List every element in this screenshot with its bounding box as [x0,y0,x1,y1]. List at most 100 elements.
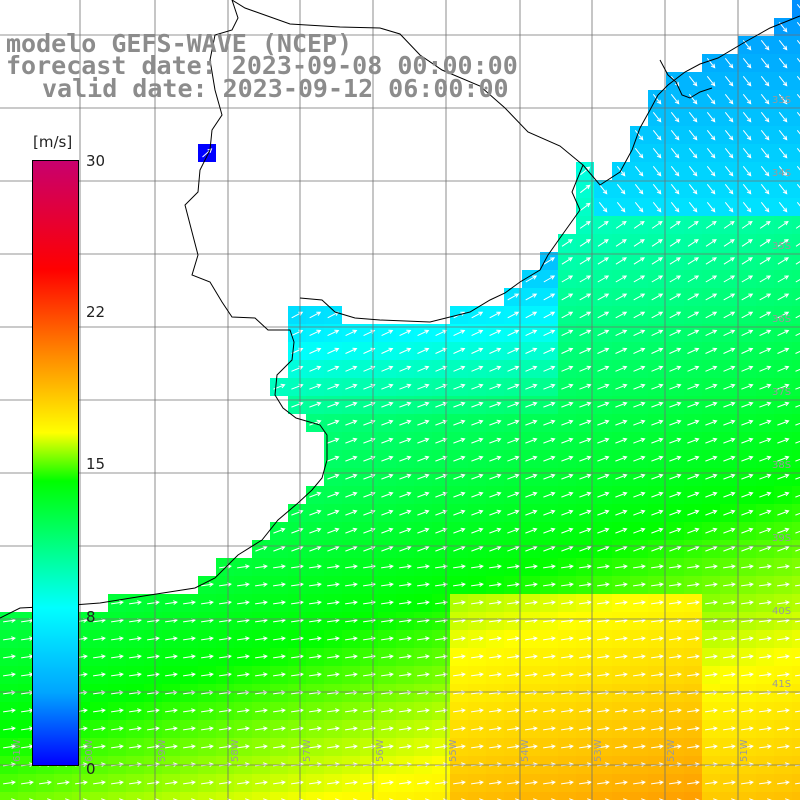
wind-arrow [651,455,664,462]
wind-arrow [543,545,556,552]
wind-arrow [651,564,664,569]
wind-arrow [309,311,322,319]
wind-arrow [147,600,160,605]
wind-speed-cell [144,792,162,800]
wind-arrow [597,329,610,337]
wind-arrow [615,257,628,265]
wind-arrow [633,257,646,265]
wind-arrow [597,564,610,569]
wind-arrow [741,582,754,587]
wind-arrow [687,455,700,462]
wind-arrow [309,491,322,498]
wind-arrow [345,491,358,498]
wind-arrow [760,39,770,51]
wind-speed-cell [792,432,800,450]
wind-arrow [688,75,698,87]
wind-arrow [201,636,214,641]
wind-arrow [507,329,520,337]
wind-arrow [147,672,160,677]
wind-arrow [687,473,700,480]
wind-arrow [453,383,466,390]
lat-label: 36S [772,314,791,325]
wind-arrow [615,582,628,587]
wind-arrow [435,365,448,372]
wind-arrow [453,329,466,337]
wind-arrow [381,347,394,354]
wind-arrow [417,527,430,534]
wind-arrow [687,239,699,247]
wind-arrow [579,383,592,390]
wind-arrow [93,654,106,659]
wind-arrow [651,401,664,408]
wind-arrow [724,201,734,213]
wind-arrow [615,600,628,605]
wind-arrow [777,419,790,426]
lon-label: 56W [375,739,386,762]
wind-arrow [291,708,304,713]
wind-speed-cell [792,234,800,252]
wind-arrow [327,636,340,641]
wind-arrow [615,473,628,480]
wind-speed-cell [342,792,360,800]
wind-arrow [309,383,322,390]
wind-arrow [759,708,772,713]
wind-arrow [381,419,394,426]
wind-arrow [760,75,770,87]
wind-arrow [579,239,591,247]
wind-arrow [669,672,682,677]
wind-arrow [687,708,700,713]
wind-arrow [525,401,538,408]
wind-arrow [597,491,610,498]
wind-arrow [111,654,124,659]
wind-arrow [489,491,502,498]
wind-speed-cell [792,342,800,360]
wind-arrow [652,129,662,141]
wind-arrow [525,654,538,659]
wind-arrow [471,383,484,390]
wind-arrow [580,166,591,176]
wind-arrow [399,383,412,390]
wind-arrow [705,509,718,516]
wind-speed-cell [54,792,72,800]
wind-arrow [201,600,214,605]
wind-arrow [759,239,771,247]
wind-arrow [759,726,772,731]
wind-arrow [417,582,430,587]
wind-arrow [399,527,412,534]
wind-arrow [777,275,790,283]
wind-arrow [597,365,610,372]
wind-arrow [399,473,412,480]
wind-arrow [417,491,430,498]
wind-arrow [381,672,394,677]
wind-arrow [345,636,358,641]
wind-arrow [759,401,772,408]
wind-arrow [724,165,734,177]
wind-arrow [489,383,502,390]
wind-arrow [597,672,610,677]
wind-speed-cell [90,792,108,800]
wind-arrow [255,545,268,552]
wind-arrow [543,582,556,587]
wind-arrow [201,654,214,659]
wind-arrow [615,437,628,444]
wind-speed-cell [126,792,144,800]
wind-arrow [669,419,682,426]
wind-arrow [111,636,124,641]
wind-arrow [345,726,358,731]
wind-arrow [111,744,124,749]
wind-arrow [759,509,772,516]
wind-arrow [634,129,644,141]
wind-arrow [597,401,610,408]
wind-arrow [670,129,680,141]
wind-arrow [597,275,610,283]
wind-arrow [507,509,520,516]
wind-arrow [724,57,734,69]
wind-speed-cell [216,792,234,800]
wind-arrow [489,311,502,319]
wind-arrow [688,183,698,195]
wind-arrow [435,491,448,498]
wind-arrow [633,491,646,498]
wind-arrow [597,221,609,229]
wind-arrow [669,257,682,265]
wind-arrow [273,545,286,552]
